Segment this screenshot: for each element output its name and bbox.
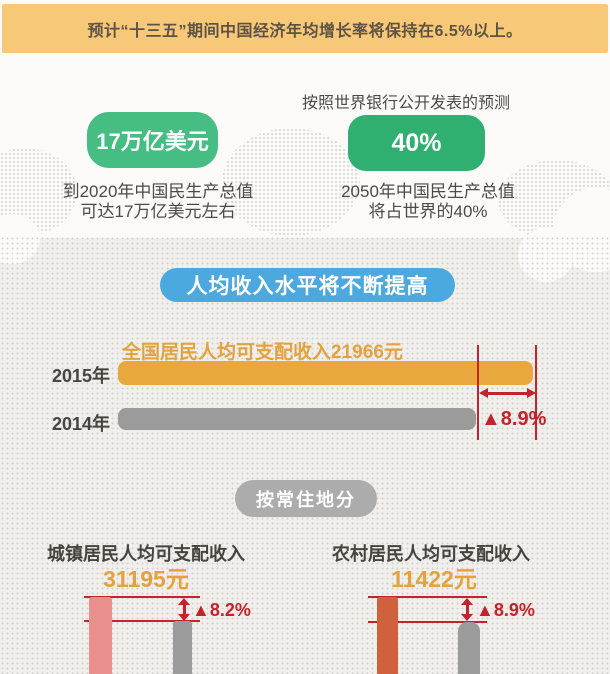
double-arrow-vertical-icon	[461, 598, 473, 621]
rural-measure-line-top	[368, 596, 487, 598]
badge-label: 17万亿美元	[96, 129, 209, 154]
gdp-badge-17-trillion: 17万亿美元	[87, 112, 218, 168]
headline-text: 预计“十三五”期间中国经济年均增长率将保持在6.5%以上。	[87, 22, 523, 40]
growth-label-national: ▲8.9%	[481, 408, 547, 430]
gdp-badge-40-percent: 40%	[348, 115, 485, 171]
arrow-shaft	[466, 601, 469, 618]
rural-bar-2014	[458, 622, 480, 674]
growth-label-urban: ▲8.2%	[192, 600, 251, 620]
arrowhead-left-icon	[479, 388, 488, 398]
gdp-caption-2050: 2050年中国民生产总值 将占世界的40%	[308, 182, 548, 222]
white-cloud-right-small	[518, 228, 574, 282]
income-section-title-pill: 人均收入水平将不断提高	[160, 268, 455, 302]
axis-label-2014: 2014年	[51, 414, 110, 434]
cloud-texture-center	[222, 128, 360, 236]
urban-measure-line-bottom	[84, 620, 200, 622]
rural-income-title: 农村居民人均可支配收入	[332, 544, 530, 564]
headline-banner: 预计“十三五”期间中国经济年均增长率将保持在6.5%以上。	[2, 4, 608, 53]
urban-measure-line-top	[84, 596, 200, 598]
arrow-shaft	[183, 601, 186, 618]
arrowhead-down-icon	[461, 614, 473, 621]
caption-line-2: 将占世界的40%	[368, 202, 488, 221]
bar-2015-national	[118, 361, 533, 385]
arrowhead-right-icon	[527, 388, 536, 398]
world-bank-note: 按照世界银行公开发表的预测	[302, 95, 511, 112]
rural-measure-line-bottom	[368, 621, 487, 623]
bar-2014-national	[118, 408, 476, 430]
measure-line-left	[477, 345, 479, 440]
urban-bar-2015	[89, 597, 112, 674]
divider-badge: 按常住地分	[235, 480, 377, 517]
urban-income-value: 31195元	[103, 566, 189, 592]
double-arrow-vertical-icon	[178, 598, 190, 621]
income-section-title: 人均收入水平将不断提高	[186, 275, 429, 298]
arrow-shaft	[486, 392, 529, 395]
caption-line-1: 到2020年中国民生产总值	[62, 182, 254, 201]
axis-label-2015: 2015年	[51, 366, 110, 386]
caption-line-2: 可达17万亿美元左右	[80, 202, 236, 221]
arrowhead-down-icon	[178, 614, 190, 621]
rural-income-value: 11422元	[391, 566, 477, 592]
badge-label: 40%	[391, 128, 442, 157]
urban-income-title: 城镇居民人均可支配收入	[47, 544, 245, 564]
divider-label: 按常住地分	[256, 489, 356, 510]
measure-line-right	[535, 345, 537, 440]
double-arrow-horizontal-icon	[479, 388, 536, 398]
rural-bar-2015	[377, 597, 398, 674]
national-income-title: 全国居民人均可支配收入21966元	[122, 342, 403, 363]
urban-bar-2014	[173, 621, 192, 674]
caption-line-1: 2050年中国民生产总值	[341, 182, 515, 201]
growth-label-rural: ▲8.9%	[476, 600, 535, 620]
gdp-caption-2020: 到2020年中国民生产总值 可达17万亿美元左右	[38, 182, 278, 222]
